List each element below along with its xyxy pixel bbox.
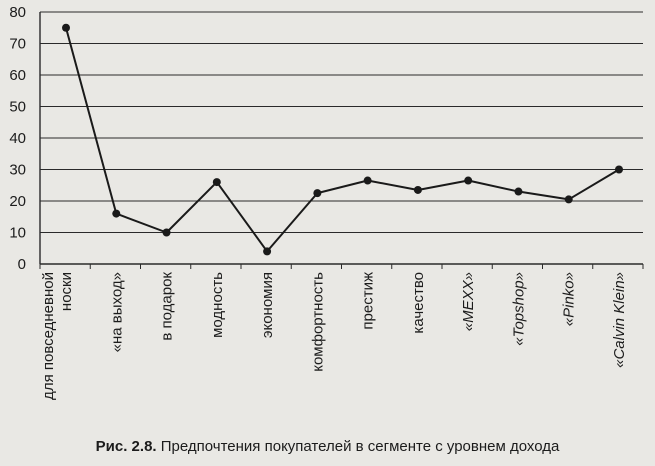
data-point xyxy=(62,23,70,32)
y-tick-label: 80 xyxy=(9,4,26,21)
x-category-label: для повседневнойноски xyxy=(40,272,75,400)
y-tick-label: 20 xyxy=(9,193,26,210)
x-category-label: «Pinko» xyxy=(561,272,578,326)
y-tick-label: 50 xyxy=(9,99,26,116)
x-category-label: качество xyxy=(410,272,427,334)
data-point xyxy=(112,209,121,218)
data-point xyxy=(263,247,272,256)
series-line xyxy=(65,27,620,253)
data-point xyxy=(464,176,473,185)
data-point xyxy=(212,178,221,187)
figure-caption-text: Предпочтения покупателей в сегменте с ур… xyxy=(160,438,560,455)
y-tick-label: 0 xyxy=(18,256,26,273)
data-point xyxy=(564,195,573,204)
x-category-label: «на выход» xyxy=(108,272,125,352)
data-point xyxy=(162,228,171,237)
data-point xyxy=(514,187,523,196)
data-point xyxy=(363,176,372,185)
figure-label: Рис. 2.8. xyxy=(95,438,157,455)
data-point xyxy=(615,165,623,174)
y-tick-label: 30 xyxy=(9,162,26,179)
figure-caption: Рис. 2.8. Предпочтения покупателей в сег… xyxy=(0,438,655,455)
x-category-label: «Topshop» xyxy=(510,272,527,346)
x-category-label: комфортность xyxy=(309,272,326,372)
y-tick-label: 40 xyxy=(9,130,26,147)
data-point xyxy=(313,189,322,198)
x-category-label: в подарок xyxy=(159,272,176,341)
x-category-label: экономия xyxy=(259,272,276,338)
y-tick-label: 10 xyxy=(9,225,26,242)
y-tick-label: 60 xyxy=(9,67,26,84)
data-point xyxy=(413,185,422,194)
line-chart: 0 10 20 30 40 50 60 70 80 для повседневнойноски «н… xyxy=(9,4,644,400)
x-category-label: «Calvin Klein» xyxy=(611,272,628,368)
x-category-label: «MEXX» xyxy=(460,272,477,331)
x-category-label: престиж xyxy=(360,272,377,330)
y-tick-label: 70 xyxy=(9,36,26,53)
x-category-label: модность xyxy=(209,272,226,338)
